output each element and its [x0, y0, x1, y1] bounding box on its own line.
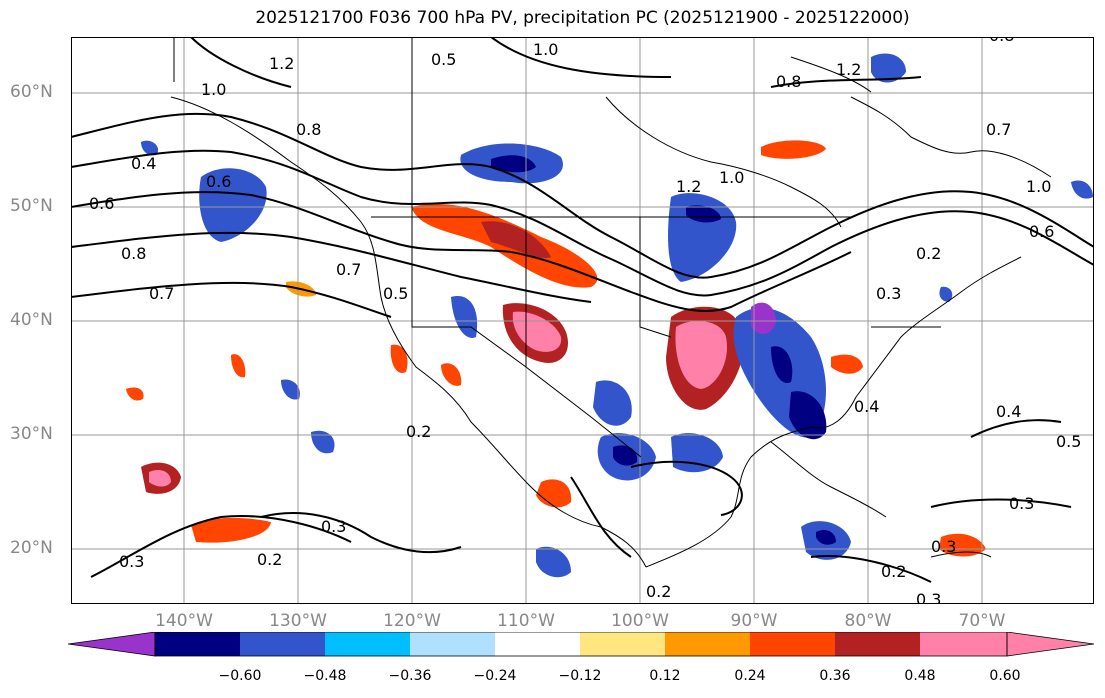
colorbar-max-arrow: [1006, 632, 1094, 657]
contour-label: 0.8: [776, 72, 801, 91]
colorbar-min-arrow: [68, 632, 156, 657]
colorbar-tick: 0.60: [989, 668, 1021, 684]
contour-label: 0.3: [916, 590, 941, 604]
pv-contours: [71, 37, 1094, 583]
colorbar-tick: −0.48: [303, 668, 347, 684]
contour-label: 1.2: [269, 54, 294, 73]
colorbar-tick: 0.36: [819, 668, 851, 684]
contour-label: 1.0: [719, 168, 744, 187]
contour-label: 1.2: [836, 60, 861, 79]
lon-label-140w: 140°W: [155, 611, 213, 631]
colorbar-bin: [835, 632, 920, 656]
contour-label: 0.6: [206, 172, 231, 191]
colorbar: [68, 632, 1094, 657]
colorbar-bin: [920, 632, 1007, 656]
contour-label: 0.2: [257, 550, 282, 569]
lat-label-50: 50°N: [10, 196, 53, 216]
colorbar-bin: [240, 632, 325, 656]
lon-label-70w: 70°W: [958, 611, 1006, 631]
precip-shading: [126, 53, 1093, 578]
lon-label-90w: 90°W: [730, 611, 778, 631]
contour-label: 1.0: [533, 40, 558, 59]
lon-label-130w: 130°W: [269, 611, 327, 631]
map-frame: [71, 37, 1094, 604]
colorbar-tick: 0.12: [649, 668, 681, 684]
lat-label-20: 20°N: [10, 538, 53, 558]
contour-label: 0.2: [916, 244, 941, 263]
lon-label-80w: 80°W: [844, 611, 892, 631]
contour-label: 0.5: [383, 284, 408, 303]
contour-label: 0.5: [431, 50, 456, 69]
colorbar-tick: 0.24: [734, 668, 766, 684]
contour-label: 0.7: [986, 120, 1011, 139]
colorbar-frame: [154, 632, 1008, 657]
contour-label: 0.4: [996, 402, 1021, 421]
contour-label: 1.2: [676, 177, 701, 196]
contour-label: 0.3: [876, 284, 901, 303]
colorbar-tick: −0.12: [558, 668, 602, 684]
map-title: 2025121700 F036 700 hPa PV, precipitatio…: [255, 8, 910, 28]
colorbar-bin: [325, 632, 410, 656]
contour-label: 0.3: [931, 537, 956, 556]
contour-label: 0.2: [646, 582, 671, 601]
contour-label: 0.8: [296, 120, 321, 139]
lon-label-110w: 110°W: [497, 611, 555, 631]
contour-label: 0.4: [131, 154, 156, 173]
contour-label: 1.0: [201, 80, 226, 99]
map-canvas[interactable]: 1.0 1.2 0.8 0.5 0.4 0.6 0.8 0.7 0.5 1.2 …: [71, 37, 1094, 604]
contour-label: 0.6: [1029, 222, 1054, 241]
contour-label: 0.2: [406, 422, 431, 441]
lat-label-40: 40°N: [10, 310, 53, 330]
contour-label: 0.3: [1009, 494, 1034, 513]
contour-label: 0.4: [854, 397, 879, 416]
coastlines: [170, 37, 1052, 568]
colorbar-tick: 0.48: [904, 668, 936, 684]
colorbar-bin: [410, 632, 495, 656]
contour-label: 0.8: [989, 37, 1014, 45]
contour-label: 0.2: [881, 562, 906, 581]
contour-label: 0.7: [149, 284, 174, 303]
contour-labels: 1.0 1.2 0.8 0.5 0.4 0.6 0.8 0.7 0.5 1.2 …: [89, 37, 1081, 604]
colorbar-bin: [155, 632, 240, 656]
colorbar-bin: [495, 632, 580, 656]
lon-label-120w: 120°W: [383, 611, 441, 631]
contour-label: 0.3: [119, 552, 144, 571]
contour-label: 0.8: [121, 244, 146, 263]
contour-label: 0.5: [1056, 432, 1081, 451]
colorbar-tick: −0.36: [388, 668, 432, 684]
lat-label-30: 30°N: [10, 424, 53, 444]
colorbar-tick: −0.60: [218, 668, 262, 684]
contour-label: 0.7: [336, 260, 361, 279]
lon-label-100w: 100°W: [611, 611, 669, 631]
contour-label: 0.3: [321, 517, 346, 536]
colorbar-bin: [750, 632, 835, 656]
contour-label: 0.6: [89, 194, 114, 213]
colorbar-tick: −0.24: [473, 668, 517, 684]
colorbar-bin: [580, 632, 665, 656]
contour-label: 1.0: [1026, 177, 1051, 196]
lat-label-60: 60°N: [10, 82, 53, 102]
colorbar-bin: [665, 632, 750, 656]
